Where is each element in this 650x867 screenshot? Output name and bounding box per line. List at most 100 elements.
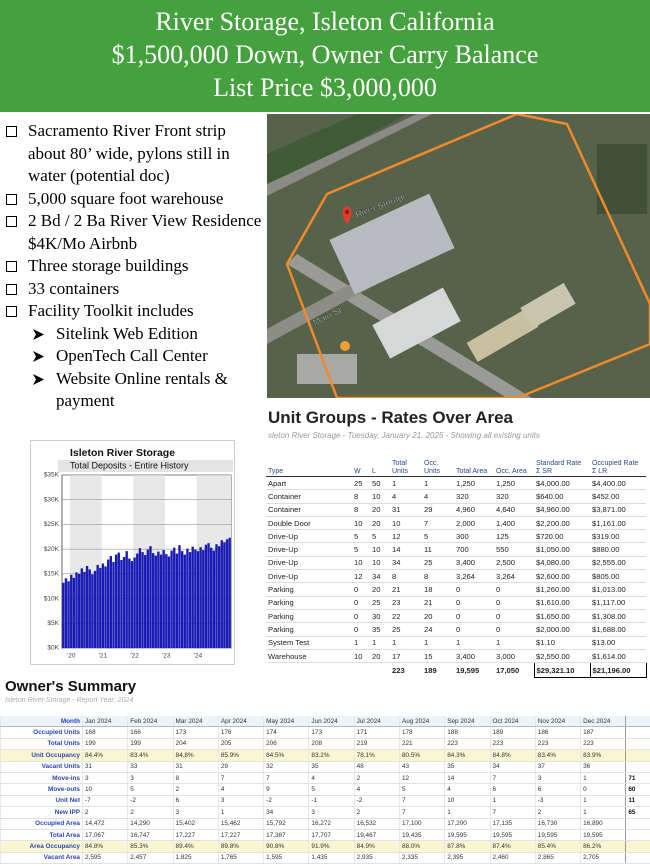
cell: 1,435 bbox=[308, 852, 355, 865]
sub-bullet-text: OpenTech Call Center bbox=[56, 346, 208, 365]
cell: 86.2% bbox=[580, 840, 626, 853]
bullet-box bbox=[6, 216, 17, 227]
bar bbox=[215, 544, 218, 648]
table-row: Unit Occupancy 84.4% 83.4% 84.8% 85.9% 84.5% 8… bbox=[0, 749, 650, 762]
month-header: Aug 2024 bbox=[398, 716, 445, 728]
table-title: Owner's Summary bbox=[5, 678, 137, 695]
cell: 4,960 bbox=[454, 503, 494, 517]
cell: 35 bbox=[370, 622, 390, 637]
bar bbox=[202, 550, 205, 648]
property-outline bbox=[285, 114, 650, 398]
cell: 25 bbox=[370, 596, 390, 610]
deposits-chart: Isleton River Storage Total Deposits - E… bbox=[30, 440, 235, 665]
cell bbox=[266, 662, 352, 678]
cell: 1,825 bbox=[172, 852, 219, 865]
cell: 33 bbox=[127, 761, 174, 773]
cell: 3,264 bbox=[494, 569, 534, 584]
cell: 4 bbox=[217, 783, 264, 796]
cell: 15,402 bbox=[172, 818, 219, 830]
column-header: Total Area bbox=[454, 452, 494, 477]
cell: 12 bbox=[398, 772, 445, 785]
month-header: Dec 2024 bbox=[580, 716, 626, 728]
cell: 168 bbox=[81, 726, 128, 739]
cell: 8 bbox=[352, 503, 370, 517]
bar bbox=[112, 561, 115, 648]
cell: 5 bbox=[370, 529, 390, 544]
cell: -2 bbox=[127, 795, 174, 808]
bullet-list: Sacramento River Front strip about 80’ w… bbox=[0, 120, 262, 413]
cell: 15,792 bbox=[263, 818, 309, 830]
cell: 87.8% bbox=[444, 840, 491, 853]
table-row: Area Occupancy 84.8% 85.3% 89.4% 89.8% 90.8% 9… bbox=[0, 840, 650, 853]
bar bbox=[175, 553, 179, 648]
bar bbox=[141, 552, 144, 648]
column-header: Occupied Rate Σ LR bbox=[590, 452, 646, 477]
cell: 1 bbox=[454, 636, 494, 650]
bar bbox=[157, 551, 160, 648]
month-header: Nov 2024 bbox=[534, 716, 581, 728]
cell: 0 bbox=[494, 596, 534, 610]
cell: 0 bbox=[352, 596, 370, 610]
bar bbox=[207, 543, 210, 648]
row-label: Month bbox=[0, 716, 83, 728]
bar bbox=[204, 544, 208, 648]
table-row: Drive-Up 5 10 14 11 700 550 $1,050.00 $880.00 bbox=[266, 542, 646, 557]
cell: 2,705 bbox=[580, 852, 626, 865]
cell: 188 bbox=[444, 726, 491, 739]
cell: 9 bbox=[263, 783, 309, 796]
bullet-text: Three storage buildings bbox=[28, 256, 189, 275]
cell: 88.0% bbox=[398, 840, 445, 853]
cell: 19,595 bbox=[444, 829, 491, 842]
x-tick-label: '21 bbox=[99, 653, 108, 660]
bullet: 5,000 square foot warehouse bbox=[0, 188, 262, 211]
table-title: Unit Groups - Rates Over Area bbox=[268, 408, 513, 427]
cell: 34 bbox=[489, 761, 536, 773]
sub-bullet-text: Sitelink Web Edition bbox=[56, 323, 198, 343]
bar bbox=[70, 574, 73, 648]
cell: -7 bbox=[81, 795, 128, 808]
cell: 84.4% bbox=[81, 749, 128, 762]
cell: 3 bbox=[308, 806, 355, 819]
bar bbox=[194, 549, 197, 648]
cell: 2 bbox=[534, 806, 581, 819]
row-label: Unit Occupancy bbox=[0, 749, 83, 762]
cell: $1,260.00 bbox=[534, 582, 590, 597]
sub-bullet: OpenTech Call Center bbox=[0, 345, 262, 368]
cell: 0 bbox=[454, 609, 494, 624]
column-header: Occ. Units bbox=[422, 452, 454, 477]
cell: 10 bbox=[390, 516, 422, 531]
cell bbox=[625, 761, 650, 773]
bar bbox=[72, 577, 76, 648]
cell bbox=[625, 818, 650, 830]
cell: 0 bbox=[352, 622, 370, 637]
cell: $1,050.00 bbox=[534, 542, 590, 557]
cell: Container bbox=[266, 503, 352, 517]
cell: $1,688.00 bbox=[590, 622, 646, 637]
bar bbox=[120, 560, 123, 648]
cell: 4 bbox=[308, 772, 355, 785]
cell bbox=[625, 852, 650, 865]
cell: 125 bbox=[494, 529, 534, 544]
cell: 173 bbox=[172, 726, 219, 739]
month-header: Sep 2024 bbox=[444, 716, 491, 728]
totals-row: 223 189 19,595 17,050 $29,321.10 $21,196.00 bbox=[266, 662, 647, 679]
cell: 31 bbox=[172, 761, 219, 773]
cell: 14,290 bbox=[127, 818, 174, 830]
cell: 34 bbox=[370, 569, 390, 584]
bullet-text: Facility Toolkit includes bbox=[28, 301, 194, 320]
cell: $1,610.00 bbox=[534, 596, 590, 610]
cell: 30 bbox=[370, 609, 390, 624]
table-row: Unit Net -7 -2 6 3 -2 -1 -2 7 10 1 -3 1 11 bbox=[0, 795, 650, 808]
cell: 700 bbox=[454, 542, 494, 557]
cell: 48 bbox=[353, 761, 400, 773]
column-header-text: Total Units bbox=[392, 460, 408, 475]
subtitle-band bbox=[58, 460, 233, 472]
bullet-text: 2 Bd / 2 Ba River View Residence $4K/Mo … bbox=[28, 211, 262, 253]
cell: 87.4% bbox=[489, 840, 536, 853]
cell: 14 bbox=[444, 772, 491, 785]
cell: 89.4% bbox=[172, 840, 219, 853]
cell: 78.1% bbox=[353, 749, 400, 762]
column-header: Standard Rate Σ SR bbox=[534, 452, 590, 477]
cell: 1 bbox=[494, 636, 534, 650]
